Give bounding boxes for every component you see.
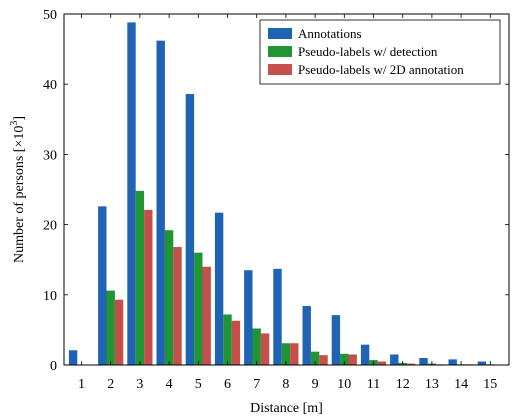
- bar-1-10: [331, 315, 341, 365]
- bar-3-3: [144, 209, 153, 365]
- x-tick-label-3: 3: [136, 377, 143, 392]
- bar-3-7: [260, 333, 270, 365]
- bar-1-9: [302, 306, 311, 365]
- legend-swatch-3: [268, 64, 292, 75]
- legend-swatch-2: [268, 46, 292, 57]
- bar-3-11: [377, 361, 387, 365]
- y-tick-label-10: 10: [43, 289, 57, 304]
- legend-label-3: Pseudo-labels w/ 2D annotation: [298, 62, 464, 77]
- legend-box: [259, 19, 501, 85]
- x-tick-label-8: 8: [282, 377, 289, 392]
- bar-2-9: [310, 351, 320, 365]
- bar-3-5: [202, 266, 211, 365]
- y-tick-label-0: 0: [50, 359, 57, 374]
- bar-2-5: [194, 252, 203, 365]
- bar-1-13: [419, 357, 428, 365]
- y-tick-label-20: 20: [43, 219, 57, 234]
- bars-layer: [68, 22, 495, 366]
- x-tick-label-9: 9: [312, 377, 319, 392]
- bar-2-6: [223, 314, 232, 365]
- plot-frame: [63, 13, 510, 366]
- legend-label-2: Pseudo-labels w/ detection: [298, 44, 438, 59]
- bar-1-7: [244, 270, 253, 365]
- bar-1-4: [156, 40, 165, 366]
- x-tick-label-1: 1: [78, 377, 85, 392]
- y-axis-title-close: ]: [12, 116, 27, 121]
- bar-2-7: [252, 328, 261, 365]
- bar-3-4: [173, 247, 182, 365]
- x-tick-label-7: 7: [253, 377, 260, 392]
- bar-1-8: [273, 268, 282, 365]
- bar-1-14: [448, 359, 457, 365]
- bar-1-3: [127, 22, 136, 365]
- x-tick-label-12: 12: [396, 377, 410, 392]
- x-tick-label-13: 13: [425, 377, 439, 392]
- bar-1-2: [98, 206, 107, 365]
- y-tick-label-50: 50: [43, 8, 57, 23]
- bar-3-12: [406, 363, 416, 365]
- legend-label-1: Annotations: [298, 26, 362, 41]
- x-tick-label-2: 2: [107, 377, 114, 392]
- y-tick-label-30: 30: [43, 148, 57, 163]
- bar-1-6: [214, 212, 224, 365]
- bar-1-5: [185, 94, 195, 365]
- bar-1-15: [477, 361, 487, 365]
- bar-2-4: [164, 230, 174, 365]
- legend-swatch-1: [268, 28, 292, 39]
- bar-2-3: [135, 190, 145, 365]
- x-tick-label-4: 4: [166, 377, 173, 392]
- bar-1-1: [68, 350, 78, 365]
- x-tick-label-14: 14: [454, 377, 468, 392]
- x-tick-label-5: 5: [195, 377, 202, 392]
- y-tick-label-40: 40: [43, 78, 57, 93]
- bar-3-8: [290, 343, 299, 365]
- bar-1-11: [360, 344, 370, 365]
- bar-2-10: [340, 353, 349, 365]
- bar-2-2: [106, 290, 115, 365]
- x-tick-label-15: 15: [483, 377, 497, 392]
- legend: Annotations Pseudo-labels w/ detection Pse…: [259, 19, 501, 85]
- bar-3-2: [114, 299, 124, 365]
- bar-3-9: [319, 355, 328, 365]
- y-axis-title-main: Number of persons [×10: [12, 126, 27, 263]
- y-axis-title-exponent: 3: [9, 121, 20, 126]
- bar-1-12: [390, 354, 399, 365]
- bar-3-10: [348, 354, 357, 365]
- x-tick-label-6: 6: [224, 377, 231, 392]
- x-axis-title: Distance [m]: [250, 401, 323, 416]
- x-tick-label-11: 11: [367, 377, 380, 392]
- x-tick-label-10: 10: [337, 377, 351, 392]
- bar-3-6: [231, 320, 241, 365]
- y-axis-title: Number of persons [×103]: [9, 116, 27, 263]
- bar-2-8: [281, 343, 291, 365]
